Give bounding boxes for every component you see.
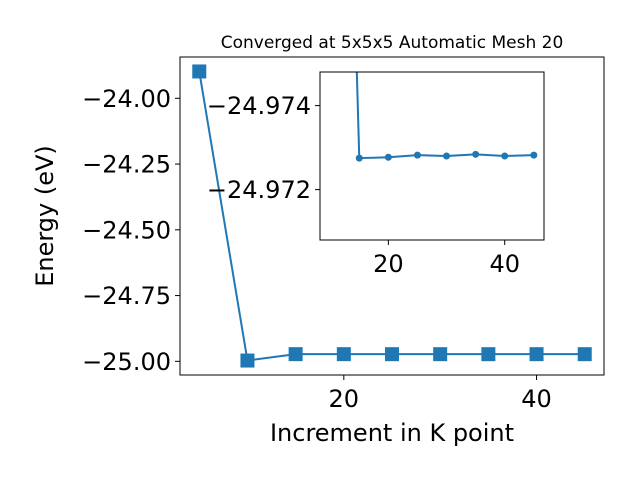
marker bbox=[192, 64, 207, 79]
x-axis-label: Increment in K point bbox=[270, 419, 514, 447]
marker bbox=[472, 150, 480, 158]
marker bbox=[413, 151, 421, 159]
marker bbox=[529, 347, 544, 362]
marker bbox=[433, 347, 448, 362]
marker bbox=[384, 153, 392, 161]
plot-clip bbox=[192, 64, 592, 368]
y-tick-label: −24.00 bbox=[82, 85, 171, 113]
axes-frame bbox=[319, 71, 545, 241]
y-tick-label: −24.974 bbox=[207, 92, 311, 120]
y-tick-label: −24.50 bbox=[82, 216, 171, 244]
marker bbox=[385, 347, 399, 362]
x-tick-label: 20 bbox=[329, 385, 360, 413]
marker bbox=[443, 152, 451, 160]
series-line bbox=[355, 72, 534, 160]
x-tick-label: 40 bbox=[521, 385, 552, 413]
axes-frame bbox=[179, 56, 605, 376]
y-tick-label: −25.00 bbox=[82, 348, 171, 376]
y-tick-label: −24.972 bbox=[207, 176, 311, 204]
y-tick-label: −24.25 bbox=[82, 151, 171, 179]
marker bbox=[288, 347, 303, 362]
marker bbox=[355, 154, 363, 162]
marker bbox=[530, 151, 538, 159]
y-axis-label: Energy (eV) bbox=[31, 145, 59, 287]
y-tick-label: −24.75 bbox=[82, 282, 171, 310]
marker bbox=[501, 152, 509, 160]
marker bbox=[336, 347, 351, 362]
plot-clip bbox=[355, 72, 538, 162]
marker bbox=[481, 347, 496, 362]
marker bbox=[577, 347, 592, 362]
x-tick-label: 40 bbox=[489, 250, 520, 278]
chart-title: Converged at 5x5x5 Automatic Mesh 20 bbox=[221, 33, 564, 53]
x-tick-label: 20 bbox=[373, 250, 404, 278]
marker bbox=[240, 353, 255, 368]
